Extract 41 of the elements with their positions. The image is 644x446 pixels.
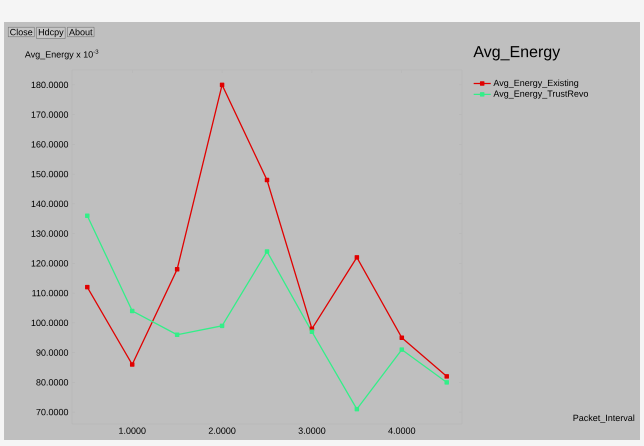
y-tick-label: 150.0000 [32,170,68,178]
text: Avg_Energy [473,46,560,60]
legend-label: Avg_Energy_TrustRevo [493,90,588,99]
point [444,380,449,385]
text: About [69,28,92,36]
point [174,267,180,272]
y-tick-label: 170.0000 [32,111,68,118]
y-tick-label: 100.0000 [32,320,68,326]
point [264,178,270,182]
point [354,255,360,260]
point [400,347,404,352]
point [264,249,270,254]
point [85,214,90,218]
point [444,374,449,379]
y-tick-label: 120.0000 [32,260,68,267]
text: Hdcpy [38,28,64,38]
y-tick-label: 90.0000 [36,349,68,356]
text: Packet_Interval [574,414,634,423]
y-axis-title: Avg_Energy x 10$^{-3}$ [24,50,98,60]
x-tick-label: 2.0000 [208,428,236,434]
text: Close [10,28,32,36]
point [130,308,134,314]
y-tick-label: 180.0000 [32,82,68,88]
point [130,362,134,367]
y-tick-label: 130.0000 [32,230,68,237]
x-tick-label: 4.0000 [388,428,416,434]
y-tick-label: 80.0000 [36,379,68,386]
y-tick-label: 140.0000 [32,200,68,208]
point [220,324,224,328]
y-tick-label: 160.0000 [32,141,68,148]
point [220,82,224,88]
point [400,335,404,340]
x-tick-label: 3.0000 [298,428,326,434]
point [310,330,314,334]
legend-label: Avg_Energy_Existing [493,80,578,88]
point [174,332,180,337]
y-tick-label: 70.0000 [36,408,68,416]
point [85,284,90,290]
x-tick-label: 1.0000 [119,428,146,434]
y-tick-label: 110.0000 [32,290,68,296]
point [354,406,360,412]
